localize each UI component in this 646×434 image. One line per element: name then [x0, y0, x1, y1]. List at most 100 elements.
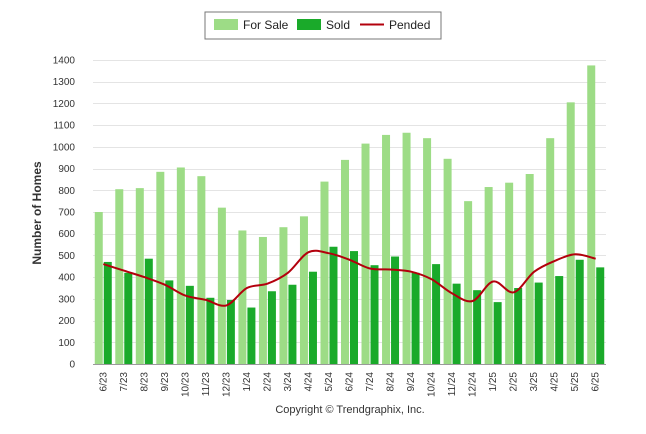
bar-for-sale: [115, 189, 124, 364]
x-tick-label: 2/24: [262, 372, 273, 392]
pended-line: [102, 249, 596, 307]
bar-sold: [452, 283, 461, 364]
legend-label-for-sale: For Sale: [243, 18, 289, 32]
bar-sold: [391, 256, 400, 364]
bar-for-sale: [382, 134, 391, 364]
y-tick-label: 1300: [53, 77, 76, 88]
y-tick-label: 300: [58, 294, 75, 305]
y-tick-label: 1100: [53, 121, 75, 132]
bar-sold: [247, 307, 256, 364]
bar-for-sale: [361, 143, 370, 364]
bar-for-sale: [464, 201, 473, 364]
y-tick-label: 200: [58, 316, 75, 327]
y-tick-label: 1000: [53, 142, 76, 153]
y-tick-label: 400: [58, 273, 75, 284]
x-tick-label: 3/24: [283, 372, 294, 392]
x-tick-label: 6/23: [98, 372, 109, 392]
bar-for-sale: [402, 132, 411, 364]
bar-for-sale: [217, 207, 226, 364]
x-tick-label: 3/25: [529, 372, 540, 392]
bar-for-sale: [505, 182, 514, 364]
legend-label-sold: Sold: [326, 18, 350, 32]
bar-for-sale: [299, 216, 308, 364]
bar-sold: [350, 251, 358, 364]
bar-sold: [308, 271, 317, 364]
x-axis: 6/23 7/23 8/23 9/23 10/23 11/23 12/23 1/24 2/24 3…: [98, 372, 601, 397]
bars: [94, 65, 605, 364]
bar-sold: [432, 264, 441, 364]
line-pended: [102, 249, 596, 307]
bar-for-sale: [176, 167, 185, 364]
bar-sold: [226, 299, 235, 364]
bar-sold: [165, 280, 174, 364]
bar-sold: [288, 284, 297, 364]
y-tick-label: 800: [58, 186, 75, 197]
y-tick-label: 100: [58, 338, 75, 349]
bar-sold: [144, 258, 153, 364]
bar-sold: [370, 265, 379, 364]
bar-for-sale: [566, 102, 575, 364]
bar-for-sale: [525, 174, 534, 364]
bar-for-sale: [258, 236, 267, 364]
bar-sold: [596, 267, 605, 364]
bar-sold: [267, 291, 276, 364]
x-tick-label: 2/25: [509, 372, 520, 392]
x-tick-label: 6/24: [345, 372, 356, 392]
bar-sold: [575, 259, 584, 364]
y-tick-label: 900: [58, 164, 75, 175]
y-tick-label: 700: [58, 208, 75, 219]
x-tick-label: 5/25: [570, 372, 581, 392]
x-tick-label: 8/24: [386, 372, 397, 392]
bar-sold: [185, 285, 194, 364]
x-tick-label: 4/25: [550, 372, 561, 392]
x-tick-label: 1/25: [488, 372, 499, 392]
bar-for-sale: [320, 181, 329, 364]
bar-for-sale: [587, 65, 596, 364]
x-tick-label: 12/24: [468, 372, 479, 397]
bar-sold: [493, 302, 502, 364]
y-axis: 0 100 200 300 400 500 600 700 800 900 1000 1100 1200…: [53, 56, 76, 371]
x-tick-label: 12/23: [221, 372, 232, 397]
bar-for-sale: [238, 230, 247, 364]
x-tick-label: 6/25: [591, 372, 602, 392]
bar-for-sale: [156, 171, 165, 364]
bar-for-sale: [279, 227, 288, 364]
x-tick-label: 11/23: [201, 372, 212, 397]
legend-swatch-sold: [297, 19, 321, 30]
y-tick-label: 0: [69, 360, 75, 371]
x-tick-label: 9/23: [160, 372, 171, 392]
bar-sold: [534, 282, 543, 364]
bar-for-sale: [94, 212, 103, 364]
y-tick-label: 500: [58, 251, 75, 262]
x-tick-label: 8/23: [139, 372, 150, 392]
bar-for-sale: [443, 158, 452, 364]
y-tick-label: 1400: [53, 56, 76, 67]
bar-sold: [514, 288, 523, 364]
legend-box: [204, 11, 442, 40]
x-tick-label: 5/24: [324, 372, 335, 392]
x-tick-label: 10/23: [180, 372, 191, 397]
bar-for-sale: [197, 176, 206, 364]
bar-for-sale: [341, 159, 349, 364]
legend: For Sale Sold Pended: [204, 11, 442, 40]
bar-for-sale: [546, 138, 555, 364]
bar-sold: [124, 272, 133, 364]
bar-for-sale: [484, 187, 493, 364]
legend-label-pended: Pended: [389, 18, 430, 32]
x-tick-label: 9/24: [406, 372, 417, 392]
bar-sold: [411, 272, 420, 364]
y-axis-label: Number of Homes: [30, 161, 44, 265]
bar-sold: [206, 297, 215, 364]
bar-sold: [555, 276, 564, 364]
y-tick-label: 600: [58, 229, 75, 240]
bar-sold: [473, 290, 482, 364]
bar-sold: [103, 261, 112, 364]
bar-for-sale: [423, 138, 432, 364]
copyright-text: Copyright © Trendgraphix, Inc.: [275, 404, 424, 416]
bar-sold: [329, 246, 338, 364]
x-tick-label: 1/24: [242, 372, 253, 392]
x-tick-label: 11/24: [447, 372, 458, 397]
y-tick-label: 1200: [53, 99, 76, 110]
